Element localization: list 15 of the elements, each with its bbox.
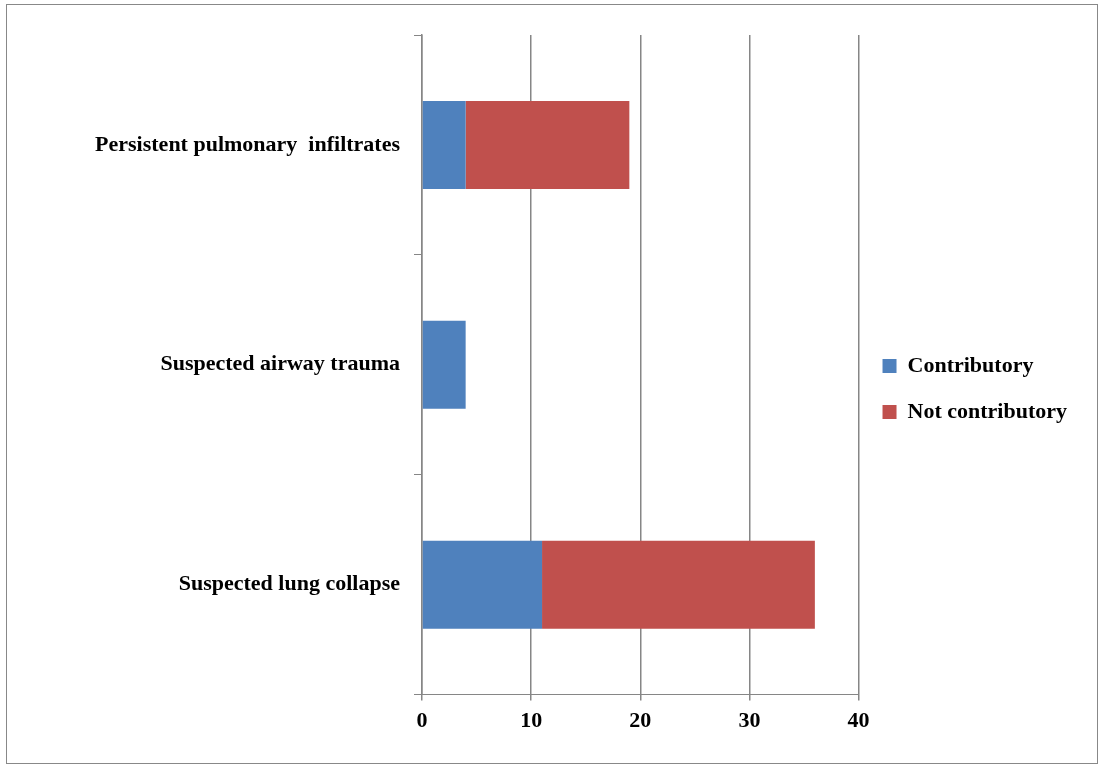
y-tick-label: Suspected airway trauma <box>160 350 400 376</box>
y-tick-label: Persistent pulmonary infiltrates <box>95 130 401 156</box>
bar <box>542 540 815 629</box>
bar <box>422 100 466 189</box>
x-tick-label: 20 <box>629 707 652 733</box>
legend-label: Contributory <box>907 351 1034 377</box>
x-tick-label: 0 <box>416 707 428 733</box>
bar <box>465 100 630 189</box>
legend-label: Not contributory <box>907 397 1068 423</box>
x-tick-label: 10 <box>520 707 543 733</box>
x-tick-label: 40 <box>847 707 870 733</box>
x-tick-label: 30 <box>738 707 761 733</box>
bar <box>422 540 543 629</box>
y-tick-label: Suspected lung collapse <box>178 570 401 596</box>
bar <box>422 320 466 409</box>
